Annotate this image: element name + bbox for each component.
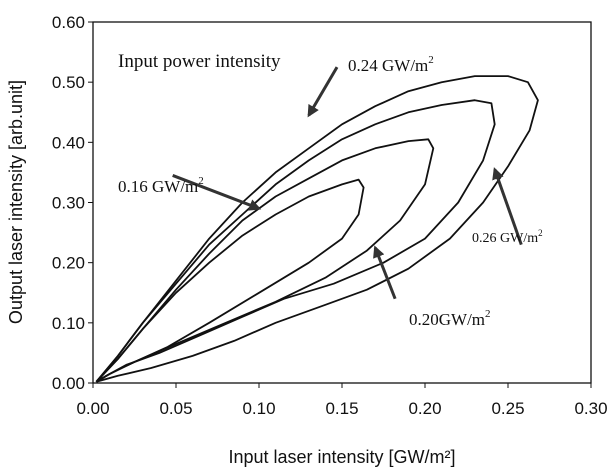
x-tick-label: 0.20: [408, 399, 441, 418]
y-tick-label: 0.30: [52, 194, 85, 213]
y-tick-label: 0.60: [52, 13, 85, 32]
y-tick-label: 0.00: [52, 374, 85, 393]
x-ticks: 0.00 0.05 0.10 0.15 0.20 0.25 0.30: [76, 383, 608, 418]
y-axis-title: Output laser intensity [arb.unit]: [6, 80, 26, 324]
y-tick-label: 0.10: [52, 314, 85, 333]
label-0.20: 0.20GW/m2: [409, 308, 491, 329]
label-0.24: 0.24 GW/m2: [348, 54, 434, 75]
x-axis-title: Input laser intensity [GW/m²]: [228, 447, 455, 467]
x-tick-label: 0.00: [76, 399, 109, 418]
annotation-arrows: [172, 66, 523, 300]
x-tick-label: 0.10: [242, 399, 275, 418]
hysteresis-curves: [95, 75, 539, 383]
annotation-arrow-3: [492, 167, 523, 246]
series-curve-0: [95, 178, 365, 383]
label-0.16: 0.16 GW/m2: [118, 175, 204, 196]
plot-frame: [92, 21, 592, 384]
annotation-arrow-0: [307, 66, 339, 118]
y-tick-label: 0.50: [52, 73, 85, 92]
y-tick-label: 0.40: [52, 133, 85, 152]
y-ticks: 0.00 0.10 0.20 0.30 0.40 0.50 0.60: [52, 13, 93, 393]
series-curve-3: [95, 75, 539, 383]
series-curve-2: [95, 99, 496, 383]
x-tick-label: 0.15: [325, 399, 358, 418]
x-tick-label: 0.30: [574, 399, 607, 418]
annotation-arrow-1: [172, 174, 262, 211]
series-curve-1: [95, 138, 435, 383]
x-tick-label: 0.25: [491, 399, 524, 418]
x-tick-label: 0.05: [159, 399, 192, 418]
annotation-arrow-2: [373, 245, 397, 300]
annotation-header: Input power intensity: [118, 51, 281, 72]
label-0.26: 0.26 GW/m2: [472, 228, 543, 246]
y-tick-label: 0.20: [52, 254, 85, 273]
